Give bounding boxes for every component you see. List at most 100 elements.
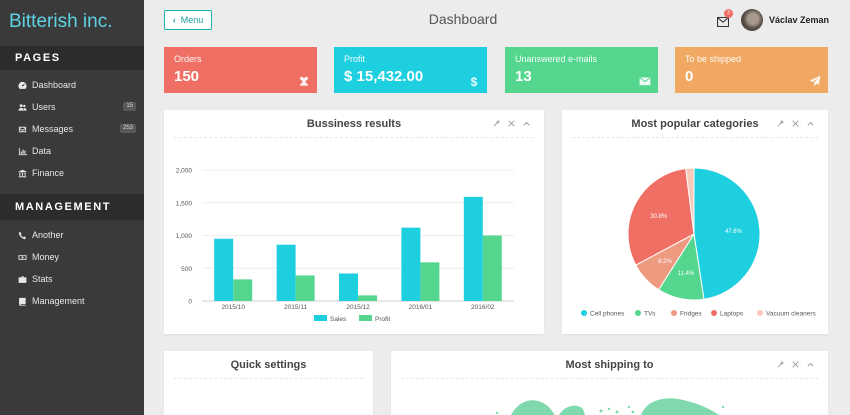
legend-label: Fridges xyxy=(680,311,702,318)
legend-label: TVs xyxy=(644,311,656,318)
sidebar-item-label: Another xyxy=(32,230,64,240)
brand-logo[interactable]: Bitterish inc. xyxy=(0,0,144,46)
book-icon xyxy=(17,296,28,307)
bar-sales xyxy=(463,196,483,301)
panel-divider xyxy=(174,137,534,138)
sidebar-item-money[interactable]: Money xyxy=(0,246,144,268)
chevron-up-icon[interactable] xyxy=(806,360,814,368)
close-icon[interactable] xyxy=(507,119,515,127)
sidebar-item-users[interactable]: Users 15 xyxy=(0,96,144,118)
x-tick-label: 2016/01 xyxy=(409,304,433,311)
y-tick-label: 0 xyxy=(188,299,192,306)
legend-swatch xyxy=(314,315,327,321)
business-results-chart: 0 500 1,000 1,500 2,000 2015/10 2015/11 2015/12… xyxy=(176,168,514,323)
sidebar-item-another[interactable]: Another xyxy=(0,224,144,246)
stat-value: 150 xyxy=(174,68,200,85)
wrench-icon[interactable] xyxy=(492,119,500,127)
sidebar-item-dashboard[interactable]: Dashboard xyxy=(0,74,144,96)
stat-label: To be shipped xyxy=(685,54,742,64)
page-title: Dashboard xyxy=(428,11,498,27)
panel-divider xyxy=(174,378,363,379)
stat-card-profit[interactable]: Profit $ 15,432.00 $ xyxy=(334,47,487,93)
legend-swatch xyxy=(757,310,763,316)
legend-label: Sales xyxy=(330,316,347,323)
bar-profit xyxy=(295,275,315,301)
wrench-icon[interactable] xyxy=(776,119,784,127)
bar-profit xyxy=(420,262,440,301)
y-tick-label: 2,000 xyxy=(176,168,193,175)
stat-card-emails[interactable]: Unanswered e-mails 13 xyxy=(505,47,658,93)
sidebar: Bitterish inc. PAGES Dashboard Users 15 … xyxy=(0,0,144,415)
management-nav: Another Money Stats Management xyxy=(0,220,144,312)
sidebar-item-label: Data xyxy=(32,146,52,156)
chevron-up-icon[interactable] xyxy=(522,119,530,127)
legend-swatch xyxy=(581,310,587,316)
stat-value: 13 xyxy=(515,68,532,85)
x-tick-label: 2016/02 xyxy=(471,304,495,311)
x-tick-label: 2015/11 xyxy=(284,304,307,311)
dashboard-icon xyxy=(17,80,28,91)
briefcase-icon xyxy=(17,274,28,285)
menu-button[interactable]: ‹ Menu xyxy=(164,10,212,30)
legend-swatch xyxy=(635,310,641,316)
bar-profit xyxy=(482,235,502,301)
user-name[interactable]: Václav Zeman xyxy=(769,15,830,25)
stat-label: Profit xyxy=(344,54,366,64)
close-icon[interactable] xyxy=(791,119,799,127)
users-count-badge: 15 xyxy=(123,102,136,111)
panel-divider xyxy=(572,137,818,138)
y-tick-label: 500 xyxy=(181,266,192,273)
wrench-icon[interactable] xyxy=(776,360,784,368)
y-tick-label: 1,500 xyxy=(176,200,193,207)
stat-card-shipping[interactable]: To be shipped 0 xyxy=(675,47,828,93)
categories-pie-chart: 47.6% 11.4% 8.2% 30.8% Cell phones TVs Fridges… xyxy=(581,167,816,318)
bar-sales xyxy=(339,273,358,301)
panel-tools xyxy=(776,119,814,127)
panel-tools xyxy=(776,360,814,368)
x-tick-label: 2015/12 xyxy=(346,304,370,311)
legend-label: Vacuum cleaners xyxy=(766,311,816,318)
users-icon xyxy=(298,75,310,87)
sidebar-item-data[interactable]: Data xyxy=(0,140,144,162)
legend-label: Cell phones xyxy=(590,311,625,318)
sidebar-item-label: Finance xyxy=(32,168,65,178)
bar-sales xyxy=(214,238,234,301)
world-map[interactable] xyxy=(491,389,731,415)
chevron-left-icon: ‹ xyxy=(172,15,176,25)
legend-swatch xyxy=(359,315,372,321)
categories-panel: Most popular categories 47.6% 11.4% 8.2% 30… xyxy=(562,110,828,334)
pages-heading: PAGES xyxy=(0,46,144,70)
stat-value: 0 xyxy=(685,68,694,85)
users-icon xyxy=(17,102,28,113)
sidebar-item-finance[interactable]: Finance xyxy=(0,162,144,184)
sidebar-item-stats[interactable]: Stats xyxy=(0,268,144,290)
stat-value: $ 15,432.00 xyxy=(344,68,424,85)
stat-label: Orders xyxy=(174,54,202,64)
sidebar-item-messages[interactable]: Messages 253 xyxy=(0,118,144,140)
pie-slice xyxy=(627,167,695,266)
money-icon xyxy=(17,252,28,263)
envelope-icon xyxy=(639,75,651,87)
envelope-icon xyxy=(17,124,28,135)
svg-text:$: $ xyxy=(471,75,478,87)
quick-settings-panel: Quick settings xyxy=(164,351,373,415)
mail-icon[interactable] xyxy=(716,14,730,28)
avatar[interactable] xyxy=(741,9,763,31)
legend-swatch xyxy=(671,310,677,316)
legend-label: Laptops xyxy=(720,311,744,318)
sidebar-item-management[interactable]: Management xyxy=(0,290,144,312)
pie-slice xyxy=(685,167,695,235)
menu-button-label: Menu xyxy=(180,15,204,25)
management-heading: MANAGEMENT xyxy=(0,194,144,220)
x-tick-label: 2015/10 xyxy=(221,304,245,311)
close-icon[interactable] xyxy=(791,360,799,368)
chevron-up-icon[interactable] xyxy=(806,119,814,127)
panel-divider xyxy=(401,378,818,379)
business-results-panel: Bussiness results 0 500 1,000 1,500 2,000 201… xyxy=(164,110,544,334)
stat-card-orders[interactable]: Orders 150 xyxy=(164,47,317,93)
bar-chart-icon xyxy=(17,146,28,157)
y-tick-label: 1,000 xyxy=(176,233,193,240)
slice-label: 47.6% xyxy=(725,229,743,235)
sidebar-item-label: Dashboard xyxy=(32,80,77,90)
paper-plane-icon xyxy=(809,75,821,87)
